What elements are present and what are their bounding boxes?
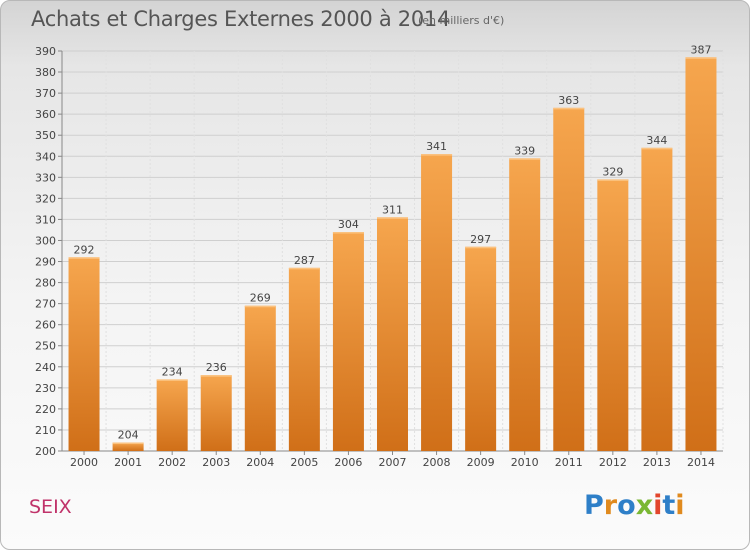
bar-2001	[112, 442, 144, 451]
y-tick-label: 200	[35, 445, 56, 458]
chart-title: Achats et Charges Externes 2000 à 2014	[31, 7, 451, 31]
y-tick-label: 300	[35, 234, 56, 247]
bar-highlight	[332, 232, 364, 234]
bar-highlight	[509, 158, 541, 160]
bar-highlight	[112, 442, 144, 445]
x-tick-label-2009: 2009	[467, 456, 495, 469]
bar-highlight	[421, 154, 453, 156]
bar-2007	[377, 217, 408, 451]
bar-2006	[332, 232, 364, 451]
bar-2008	[421, 154, 453, 451]
x-tick-label-2005: 2005	[290, 456, 318, 469]
y-tick-label: 350	[35, 129, 56, 142]
y-tick-label: 270	[35, 298, 56, 311]
chart-subtitle: (en milliers d'€)	[418, 14, 505, 27]
bar-2002	[156, 379, 188, 451]
bar-highlight	[288, 267, 320, 270]
y-tick-label: 240	[35, 361, 56, 374]
bar-2009	[465, 246, 497, 451]
bar-highlight	[553, 107, 585, 110]
x-tick-label-2001: 2001	[114, 456, 142, 469]
y-tick-label: 340	[35, 150, 56, 163]
bar-2004	[244, 305, 276, 451]
y-tick-label: 260	[35, 319, 56, 332]
bar-highlight	[641, 147, 673, 150]
bars	[68, 57, 717, 452]
y-tick-label: 250	[35, 340, 56, 353]
x-tick-label-2011: 2011	[555, 456, 583, 469]
proxiti-logo: Proxiti	[584, 490, 685, 521]
commune-name: SEIX	[29, 496, 72, 518]
bar-2011	[553, 107, 585, 451]
y-tick-label: 230	[35, 382, 56, 395]
x-tick-label-2014: 2014	[687, 456, 715, 469]
x-tick-label-2004: 2004	[246, 456, 274, 469]
value-label-2005: 287	[294, 254, 315, 267]
y-tick-label: 330	[35, 171, 56, 184]
x-tick-label-2006: 2006	[334, 456, 362, 469]
value-label-2008: 341	[426, 140, 447, 153]
value-label-2009: 297	[470, 233, 491, 246]
value-label-2011: 363	[558, 94, 579, 107]
bar-highlight	[685, 57, 717, 59]
x-tick-label-2008: 2008	[423, 456, 451, 469]
x-tick-label-2010: 2010	[511, 456, 539, 469]
value-label-2014: 387	[690, 43, 711, 56]
value-label-2003: 236	[206, 361, 227, 374]
value-label-2006: 304	[338, 218, 359, 231]
value-label-2001: 204	[118, 429, 139, 442]
value-label-2004: 269	[250, 292, 271, 305]
bar-highlight	[465, 246, 497, 249]
y-tick-label: 370	[35, 87, 56, 100]
x-tick-label-2012: 2012	[599, 456, 627, 469]
bar-2012	[597, 179, 629, 451]
x-tick-label-2007: 2007	[379, 456, 407, 469]
value-label-2013: 344	[646, 134, 667, 147]
bar-highlight	[200, 375, 232, 377]
bar-2013	[641, 147, 673, 451]
bar-highlight	[156, 379, 188, 381]
y-tick-label: 280	[35, 277, 56, 290]
bar-2003	[200, 375, 232, 451]
y-tick-label: 210	[35, 424, 56, 437]
value-label-2000: 292	[74, 243, 95, 256]
y-tick-label: 320	[35, 192, 56, 205]
y-tick-label: 220	[35, 403, 56, 416]
bar-2000	[68, 257, 100, 451]
value-label-2012: 329	[602, 165, 623, 178]
labels: 200 210 220 230 240 250 260 270 280 290 300 310 320 3…	[35, 43, 715, 469]
value-label-2002: 234	[162, 365, 183, 378]
bar-2010	[509, 158, 541, 452]
x-tick-label-2013: 2013	[643, 456, 671, 469]
x-tick-label-2003: 2003	[202, 456, 230, 469]
bar-2005	[288, 267, 320, 451]
bar-highlight	[244, 305, 276, 308]
y-tick-label: 380	[35, 66, 56, 79]
y-tick-label: 360	[35, 108, 56, 121]
y-tick-label: 390	[35, 45, 56, 58]
value-label-2010: 339	[514, 144, 535, 157]
bar-2014	[685, 57, 717, 451]
value-label-2007: 311	[382, 203, 403, 216]
bar-highlight	[597, 179, 629, 181]
x-tick-label-2000: 2000	[70, 456, 98, 469]
x-tick-label-2002: 2002	[158, 456, 186, 469]
bar-highlight	[377, 217, 408, 219]
y-tick-label: 290	[35, 256, 56, 269]
bar-highlight	[68, 257, 100, 259]
y-tick-label: 310	[35, 213, 56, 226]
